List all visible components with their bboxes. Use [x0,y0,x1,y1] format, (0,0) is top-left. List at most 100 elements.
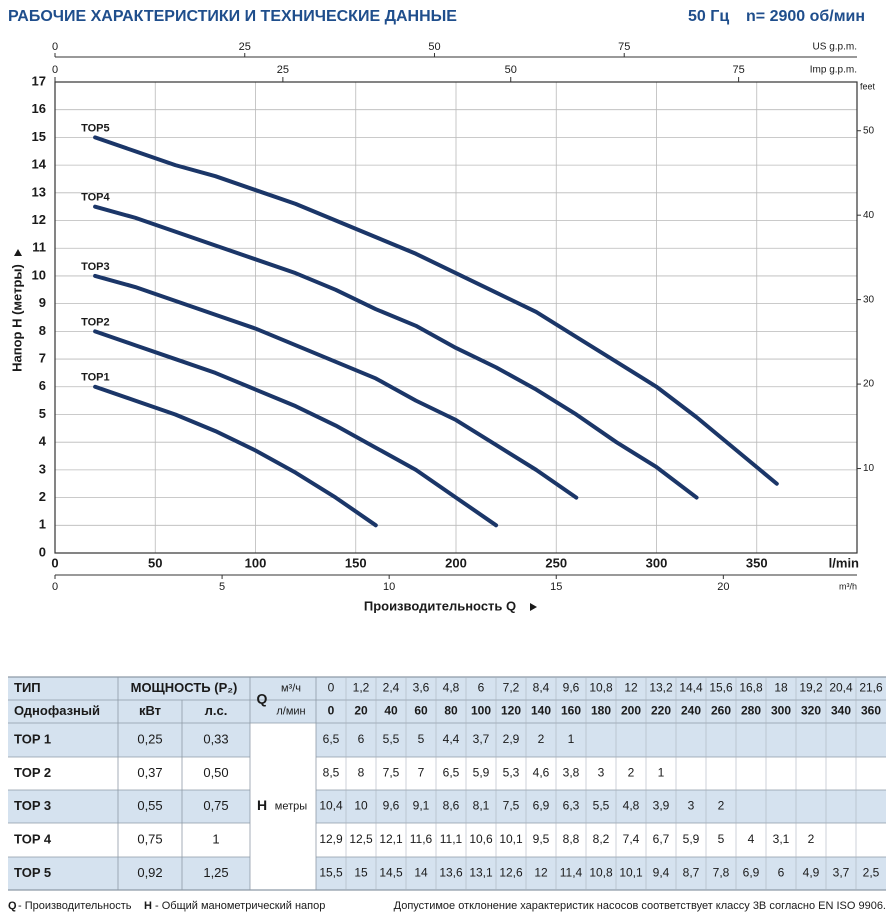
table-cell: 3,8 [563,766,580,780]
curve-label: TOP3 [81,261,110,273]
table-row-bg [316,857,886,890]
table-cell: 7,5 [383,766,400,780]
table-row-name: TOP 1 [14,731,51,746]
table-cell: 7,5 [503,799,520,813]
table-cell: 1 [658,766,665,780]
table-cell: 14,5 [379,866,403,880]
table-cell: 2,4 [383,681,400,695]
table-cell: 7,8 [713,866,730,880]
x3-tick-label: 25 [277,64,289,76]
table-header: л.с. [205,703,228,718]
table-cell: 7,2 [503,681,520,695]
table-cell: 14,4 [679,681,703,695]
x-axis-label: Производительность Q [364,598,516,613]
table-cell: 5,5 [593,799,610,813]
table-cell: 12 [624,681,638,695]
table-cell: 20,4 [829,681,853,695]
table-header: м³/ч [281,682,301,694]
table-cell: 0 [328,681,335,695]
y-tick-label: 16 [32,101,46,116]
table-cell: 5,5 [383,732,400,746]
x4-tick-label: 10 [383,581,395,593]
table-cell: 10,8 [589,866,613,880]
x3-tick-label: 0 [52,64,58,76]
y-tick-label: 11 [32,240,46,255]
table-cell: 5,9 [473,766,490,780]
table-cell: 3,1 [773,832,790,846]
table-cell: 6,5 [323,732,340,746]
curve-label: TOP5 [81,122,110,134]
table-cell: 9,1 [413,799,430,813]
table-cell: 10,4 [319,799,343,813]
table-cell: 10,6 [469,832,493,846]
table-cell: 5,3 [503,766,520,780]
footer-text: - Общий манометрический напор [155,900,325,912]
table-cell: 12,5 [349,832,373,846]
x-tick-label: 300 [646,555,668,570]
curve [93,329,499,528]
table-cell: 0 [328,704,335,718]
x2-tick-label: 75 [618,41,630,53]
table-cell: 6,7 [653,832,670,846]
table-cell: 12,1 [379,832,403,846]
table-cell: 15,5 [319,866,343,880]
x2-axis-label: US g.p.m. [813,42,857,53]
table-cell: 6 [478,681,485,695]
table-cell: 12,6 [499,866,523,880]
table-cell: 4,9 [803,866,820,880]
y-tick-label: 17 [32,73,46,88]
curve [93,384,378,528]
table-cell: 8,8 [563,832,580,846]
y-tick-label: 10 [32,267,46,282]
table-cell: 5 [718,832,725,846]
table-cell: 13,6 [439,866,463,880]
table-cell: 340 [831,704,851,718]
table-cell: 4 [748,832,755,846]
table-cell: 9,6 [563,681,580,695]
table-cell: 18 [774,681,788,695]
y-tick-label: 9 [39,295,46,310]
curve [93,204,699,500]
curve [93,135,779,486]
table-cell: 9,4 [653,866,670,880]
y-tick-label: 7 [39,350,46,365]
table-cell: 9,6 [383,799,400,813]
table-cell: 0,55 [137,798,162,813]
table-row-name: TOP 2 [14,765,51,780]
table-cell: 300 [771,704,791,718]
y-tick-label: 3 [39,461,46,476]
table-cell: 6 [778,866,785,880]
table-cell: 160 [561,704,581,718]
table-cell: 15 [354,866,368,880]
frequency: 50 Гц [688,8,729,25]
table-cell: 19,2 [799,681,823,695]
table-cell: 3 [688,799,695,813]
table-header: л/мин [276,705,305,717]
footer-text: - Производительность [18,900,132,912]
x4-tick-label: 0 [52,581,58,593]
y-tick-label: 13 [32,184,46,199]
table-cell: 8,1 [473,799,490,813]
x-tick-label: 0 [51,555,58,570]
table-cell: 8,5 [323,766,340,780]
table-cell: 0,37 [137,765,162,780]
table-cell: 6,9 [743,866,760,880]
y-tick-label: 12 [32,212,46,227]
table-cell: 10 [354,799,368,813]
speed: n= 2900 об/мин [746,8,865,25]
table-cell: 8,2 [593,832,610,846]
table-cell: 80 [444,704,458,718]
page-title: РАБОЧИЕ ХАРАКТЕРИСТИКИ И ТЕХНИЧЕСКИЕ ДАН… [8,8,457,25]
x-tick-label: 50 [148,555,162,570]
table-cell: 7 [418,766,425,780]
table-cell: 100 [471,704,491,718]
table-cell: 21,6 [859,681,883,695]
table-row-bg [8,723,250,757]
curve-label: TOP4 [81,192,110,204]
x2-tick-label: 25 [239,41,251,53]
table-cell: 140 [531,704,551,718]
table-header: ТИП [14,680,41,695]
table-cell: 0,33 [203,731,228,746]
